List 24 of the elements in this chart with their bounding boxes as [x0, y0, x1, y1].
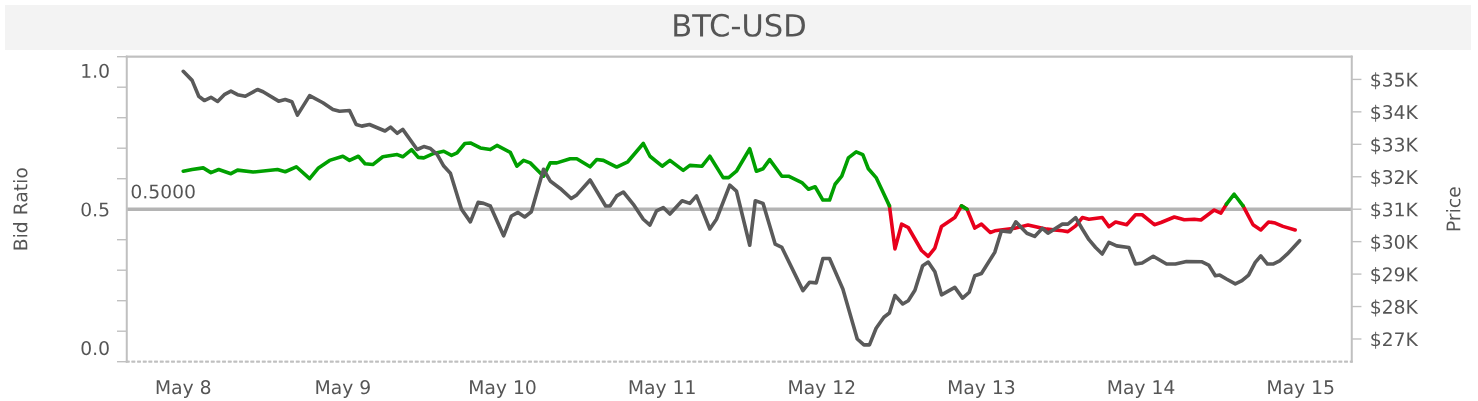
y2-tick-label: $35K	[1371, 72, 1419, 90]
y-tick-label: 0.5	[81, 202, 109, 217]
y2-tick-label: $28K	[1371, 299, 1419, 317]
y2-tick-label: $27K	[1371, 331, 1419, 349]
x-tick-label: May 12	[789, 380, 855, 398]
y2-tick-label: $31K	[1371, 202, 1419, 220]
x-tick-label: May 15	[1268, 380, 1334, 398]
y2-axis-title: Price	[1446, 187, 1461, 231]
y2-tick-label: $33K	[1371, 137, 1419, 155]
y2-tick-label: $32K	[1371, 169, 1419, 187]
x-tick-label: May 10	[470, 380, 536, 398]
y-tick-label: 0.0	[81, 341, 109, 356]
y-tick-label: 1.0	[82, 63, 109, 78]
y2-tick-label: $30K	[1371, 234, 1419, 252]
x-tick-label: May 9	[316, 380, 370, 398]
x-tick-label: May 8	[156, 380, 211, 398]
x-tick-label: May 13	[948, 380, 1015, 398]
y2-tick-label: $34K	[1371, 104, 1419, 122]
chart-title: BTC-USD	[674, 13, 805, 37]
ref-line-label: 0.5000	[131, 184, 195, 199]
x-tick-label: May 14	[1108, 380, 1175, 398]
y-axis-title: Bid Ratio	[13, 168, 28, 250]
x-tick-label: May 11	[629, 380, 695, 398]
y2-tick-label: $29K	[1371, 266, 1419, 284]
